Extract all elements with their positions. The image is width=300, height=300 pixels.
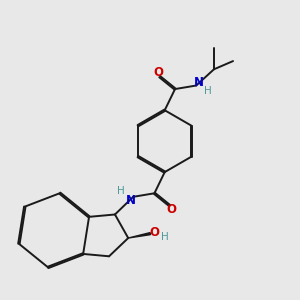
Text: H: H — [117, 186, 125, 196]
Text: O: O — [166, 203, 176, 216]
Text: N: N — [126, 194, 136, 207]
Text: H: H — [160, 232, 168, 242]
Polygon shape — [128, 232, 151, 238]
Text: H: H — [203, 86, 211, 96]
Text: O: O — [149, 226, 159, 239]
Text: N: N — [194, 76, 204, 89]
Text: O: O — [153, 66, 163, 80]
